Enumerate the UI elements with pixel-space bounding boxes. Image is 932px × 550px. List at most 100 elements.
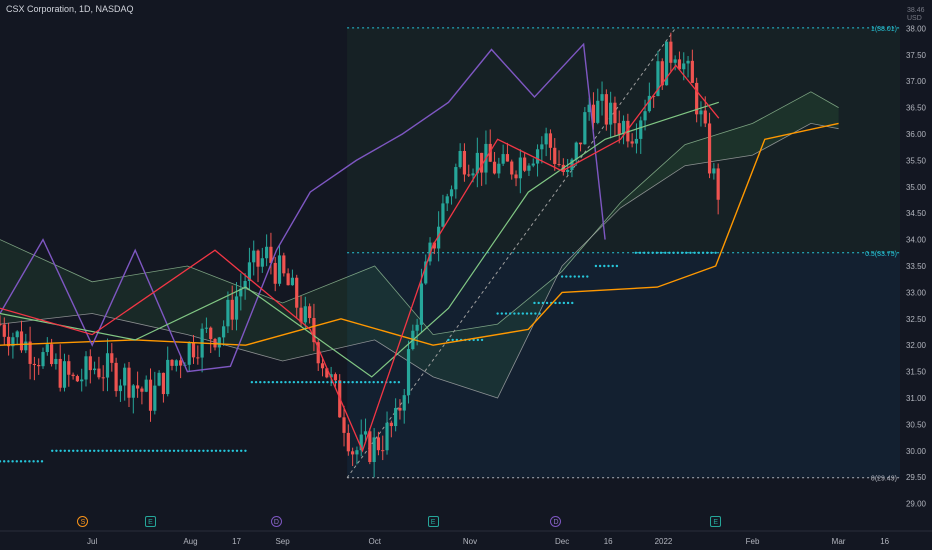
candle-body (50, 344, 54, 365)
candle-body (28, 341, 32, 364)
fib-trend-line (346, 27, 677, 479)
level-dot (317, 380, 321, 384)
level-dot (55, 449, 58, 452)
level-dot (634, 251, 638, 254)
level-dot (250, 380, 254, 384)
level-dot (351, 380, 354, 384)
level-dot (586, 275, 589, 278)
x-tick-label: Oct (369, 537, 382, 546)
candle-body (15, 331, 19, 338)
candle-body (256, 250, 260, 267)
candle-body (596, 100, 600, 123)
level-dot (607, 264, 610, 268)
level-dot (525, 312, 529, 315)
candle-body (540, 144, 544, 150)
candle-body (458, 150, 462, 168)
candle-body (286, 273, 290, 286)
level-dot (97, 449, 100, 452)
candle-body (7, 336, 11, 347)
candle-body (475, 152, 479, 174)
candle-body (114, 362, 118, 392)
candle-body (617, 123, 621, 135)
level-dot (343, 380, 346, 384)
level-dot (193, 449, 197, 452)
candle-body (462, 150, 467, 175)
dividend-event-marker[interactable]: D (550, 516, 562, 527)
level-dot (177, 449, 180, 452)
candle-body (118, 385, 123, 392)
level-dot (51, 449, 54, 452)
candle-body (355, 450, 359, 455)
fib-label-0: 1(38.01) (871, 26, 897, 33)
candle-body (54, 358, 58, 365)
y-tick-label: 36.00 (906, 130, 927, 139)
level-dot (364, 380, 367, 384)
y-tick-label: 29.00 (906, 500, 927, 509)
level-dot (24, 460, 27, 463)
y-tick-label: 36.50 (906, 104, 927, 113)
y-tick-label: 32.50 (906, 315, 927, 324)
candle-body (45, 344, 49, 353)
level-dot (562, 301, 566, 305)
level-dot (2, 460, 6, 463)
top-price-label: 38.46 (907, 7, 925, 14)
candle-body (544, 133, 548, 145)
earnings-event-marker[interactable]: E (710, 516, 722, 527)
y-tick-label: 31.00 (906, 394, 927, 403)
candle-body (656, 61, 660, 97)
level-dot (313, 380, 317, 384)
level-dot (198, 449, 201, 452)
candle-body (105, 353, 110, 378)
candle-body (673, 59, 677, 63)
currency-label: USD (907, 15, 922, 22)
level-dot (80, 449, 83, 452)
earnings-event-marker[interactable]: E (145, 516, 156, 527)
candle-body (432, 242, 436, 249)
level-dot (598, 264, 602, 268)
level-dot (451, 338, 454, 342)
candle-body (204, 327, 209, 329)
level-dot (185, 449, 188, 452)
level-dot (710, 251, 713, 254)
candle-body (359, 434, 363, 451)
level-dot (139, 449, 142, 452)
level-dot (143, 449, 146, 452)
candle-body (467, 174, 471, 176)
candle-body (19, 331, 24, 351)
level-dot (223, 449, 226, 452)
level-dot (714, 251, 717, 254)
earnings-event-marker[interactable]: E (427, 516, 439, 527)
level-dot (680, 251, 684, 254)
candle-body (604, 94, 608, 125)
level-dot (706, 251, 709, 254)
level-dot (689, 251, 692, 254)
candle-body (226, 299, 230, 327)
candle-body (669, 41, 673, 63)
level-dot (202, 449, 205, 452)
candle-body (191, 342, 196, 358)
y-tick-label: 29.50 (906, 473, 927, 482)
candle-body (290, 277, 295, 286)
x-tick-label: 16 (880, 537, 889, 546)
candle-body (548, 133, 553, 148)
level-dot (372, 380, 375, 384)
level-dot (84, 449, 88, 452)
candle-body (686, 60, 690, 64)
level-dot (292, 380, 296, 384)
split-event-marker[interactable]: S (77, 516, 89, 527)
candle-body (252, 250, 256, 263)
candle-body (449, 189, 454, 197)
dividend-event-marker[interactable]: D (270, 516, 282, 527)
level-dot (172, 449, 176, 452)
candle-body (363, 431, 368, 435)
level-dot (389, 380, 392, 384)
level-dot (496, 312, 499, 315)
level-dot (566, 301, 570, 305)
candle-body (707, 123, 712, 174)
price-axis-bg (900, 0, 932, 550)
candle-body (566, 169, 570, 172)
level-dot (380, 380, 384, 384)
level-dot (263, 380, 266, 384)
level-dot (305, 380, 308, 384)
